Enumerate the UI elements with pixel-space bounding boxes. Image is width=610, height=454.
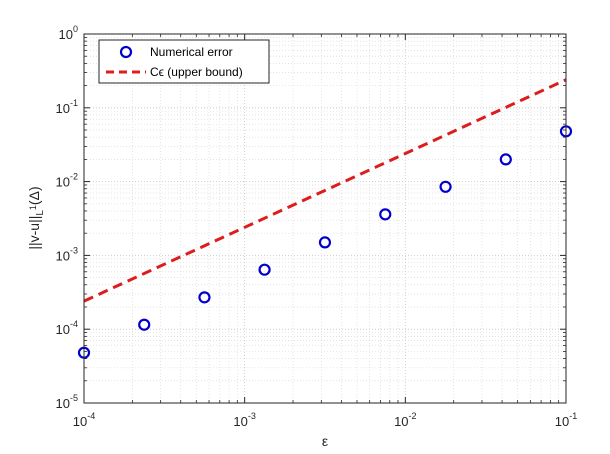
plot-frame — [83, 33, 567, 404]
svg-text:||v-u||L1(Δ): ||v-u||L1(Δ) — [26, 186, 46, 249]
x-tick-base: 10 — [555, 414, 569, 429]
x-tick-label-3: 10-1 — [555, 411, 577, 429]
y-axis-title-domain: (Δ) — [26, 186, 42, 205]
y-tick-base: 10 — [56, 175, 70, 190]
x-tick-label-2: 10-2 — [394, 411, 416, 429]
y-tick-label-2: 10-3 — [56, 245, 78, 263]
x-tick-exponent: -2 — [409, 411, 417, 421]
plot-area — [84, 34, 566, 403]
numerical-error-point-7 — [499, 153, 512, 166]
numerical-error-point-4 — [318, 236, 332, 249]
y-axis-title-space: L — [35, 210, 46, 216]
upper-bound-line — [83, 78, 567, 303]
numerical-error-point-5 — [379, 208, 392, 221]
x-tick-base: 10 — [73, 414, 87, 429]
x-tick-base: 10 — [394, 414, 408, 429]
legend: Numerical error Cϵ (upper bound) — [98, 39, 270, 84]
y-tick-label-1: 10-4 — [56, 319, 78, 337]
y-tick-base: 10 — [56, 248, 70, 263]
y-tick-label-5: 100 — [59, 24, 78, 42]
minor-grid — [84, 34, 566, 403]
numerical-error-point-2 — [198, 291, 211, 304]
y-tick-base: 10 — [59, 27, 73, 42]
numerical-error-point-1 — [138, 318, 151, 331]
y-tick-label-3: 10-2 — [56, 172, 78, 190]
y-tick-exponent: -2 — [70, 172, 78, 182]
y-tick-base: 10 — [56, 101, 70, 116]
y-tick-exponent: 0 — [73, 24, 78, 34]
y-tick-base: 10 — [56, 322, 70, 337]
x-tick-label-0: 10-4 — [73, 411, 95, 429]
y-tick-label-0: 10-5 — [56, 393, 78, 411]
legend-label-numerical-error: Numerical error — [150, 45, 233, 59]
y-tick-base: 10 — [56, 396, 70, 411]
y-tick-exponent: -5 — [70, 393, 78, 403]
x-tick-exponent: -1 — [569, 411, 577, 421]
axis-ticks — [83, 33, 567, 404]
x-tick-label-1: 10-3 — [233, 411, 255, 429]
y-tick-label-4: 10-1 — [56, 98, 78, 116]
y-axis-title-norm: ||v-u|| — [26, 216, 42, 250]
legend-label-upper-bound: Cϵ (upper bound) — [150, 65, 243, 79]
y-tick-exponent: -1 — [70, 98, 78, 108]
x-tick-exponent: -4 — [87, 411, 95, 421]
numerical-error-point-3 — [258, 263, 271, 276]
y-tick-exponent: -4 — [70, 319, 78, 329]
x-tick-base: 10 — [233, 414, 247, 429]
x-tick-exponent: -3 — [248, 411, 256, 421]
x-axis-title: ε — [322, 433, 328, 449]
y-axis-title-exp: 1 — [28, 205, 38, 210]
y-tick-exponent: -3 — [70, 245, 78, 255]
legend-marker-circle — [119, 45, 133, 59]
y-axis-title: ||v-u||L1(Δ) — [26, 186, 46, 249]
numerical-error-point-6 — [439, 180, 452, 193]
